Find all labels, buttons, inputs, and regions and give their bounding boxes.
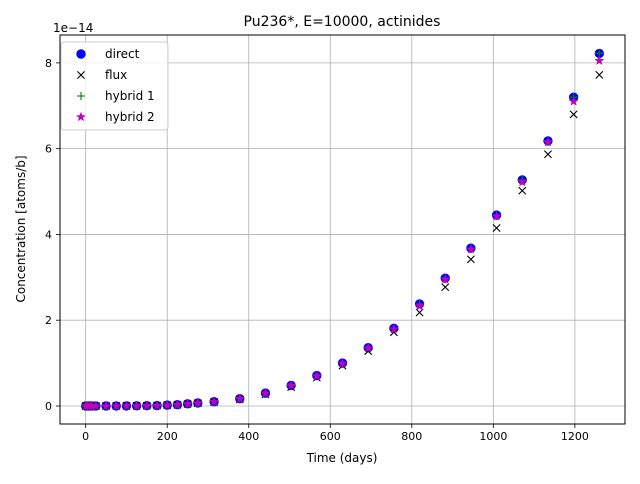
y-tick-label: 8: [45, 57, 52, 70]
data-point-hybrid-2: [182, 398, 193, 409]
data-point-flux: [466, 255, 475, 264]
x-tick-label: 400: [238, 430, 259, 443]
y-tick-label: 4: [45, 228, 52, 241]
y-axis-ticks: 0 2 4 6 8: [45, 57, 60, 413]
data-point-hybrid-2: [568, 96, 579, 106]
data-point-hybrid-2: [172, 399, 183, 410]
data-point-hybrid-2: [542, 136, 554, 147]
y-tick-label: 0: [45, 400, 52, 413]
data-point-hybrid-2: [121, 400, 132, 411]
legend-label-hybrid-2: hybrid 2: [105, 110, 155, 124]
data-point-hybrid-2: [363, 342, 374, 353]
legend-marker-direct: [76, 49, 86, 59]
legend-box: [60, 41, 169, 131]
data-point-hybrid-2: [337, 358, 348, 368]
data-point-flux: [518, 186, 527, 195]
data-point-flux: [543, 150, 552, 159]
x-tick-label: 1200: [561, 430, 589, 443]
y-tick-label: 2: [45, 314, 52, 327]
legend-marker-hybrid-2: [75, 111, 87, 122]
data-point-hybrid-2: [491, 211, 502, 221]
legend-markers: [75, 49, 87, 122]
legend-marker-hybrid-1: [77, 92, 85, 100]
data-point-hybrid-2: [131, 400, 142, 411]
x-tick-label: 800: [401, 430, 422, 443]
data-point-hybrid-2: [151, 400, 163, 410]
data-point-hybrid-2: [286, 380, 297, 390]
data-series: [80, 48, 605, 411]
data-point-hybrid-2: [100, 400, 112, 411]
x-tick-label: 1000: [479, 430, 507, 443]
legend: direct flux hybrid 1 hybrid 2: [60, 41, 169, 131]
x-axis-label: Time (days): [306, 451, 378, 465]
y-axis-label: Concentration [atoms/b]: [14, 155, 28, 302]
data-point-hybrid-2: [90, 400, 101, 411]
data-point-flux: [492, 224, 501, 232]
data-point-hybrid-2: [388, 323, 399, 334]
data-point-flux: [441, 283, 450, 292]
data-point-flux: [415, 308, 424, 317]
data-point-hybrid-2: [162, 399, 173, 410]
data-point-hybrid-2: [311, 370, 322, 381]
data-point-hybrid-2: [192, 397, 203, 408]
data-point-hybrid-2: [517, 176, 528, 187]
legend-label-flux: flux: [105, 68, 127, 82]
data-point-hybrid-2: [234, 393, 245, 404]
y-tick-label: 6: [45, 143, 52, 156]
legend-label-direct: direct: [105, 47, 140, 61]
y-offset-label: 1e−14: [53, 21, 93, 35]
data-point-hybrid-2: [260, 387, 271, 398]
data-point-flux: [569, 110, 578, 119]
data-point-hybrid-2: [440, 274, 451, 284]
data-point-hybrid-2: [465, 244, 476, 254]
legend-marker-flux: [77, 71, 85, 79]
data-point-hybrid-2: [141, 400, 152, 411]
chart-title: Pu236*, E=10000, actinides: [244, 14, 441, 30]
plot-frame: [59, 34, 626, 425]
data-point-hybrid-2: [414, 300, 425, 311]
data-point-hybrid-2: [209, 396, 220, 407]
x-tick-label: 0: [82, 430, 89, 443]
x-tick-label: 600: [320, 430, 341, 443]
data-point-flux: [595, 70, 604, 79]
x-tick-label: 200: [157, 430, 178, 443]
series-hybrid-2: [80, 55, 605, 411]
data-point-hybrid-2: [111, 400, 122, 411]
legend-label-hybrid-1: hybrid 1: [105, 89, 155, 103]
x-axis-ticks: 0 200 400 600 800 1000 1200: [82, 424, 589, 443]
data-point-hybrid-2: [594, 55, 605, 66]
